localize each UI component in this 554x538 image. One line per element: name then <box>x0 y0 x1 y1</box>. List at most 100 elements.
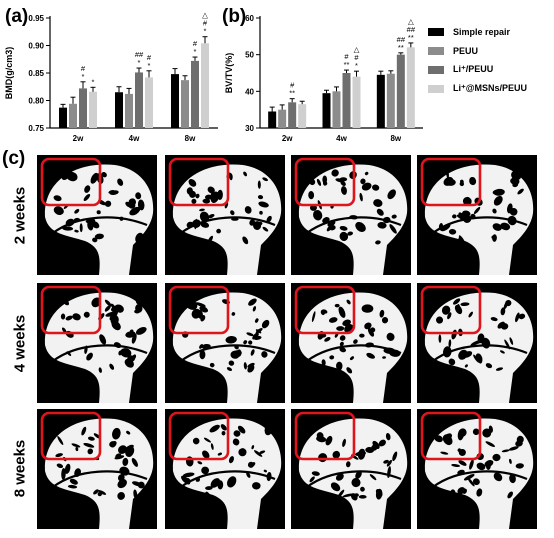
defect-region-box <box>294 285 356 335</box>
trabecular-pore <box>259 450 266 454</box>
trabecular-pore <box>255 329 262 334</box>
trabecular-pore <box>492 208 497 214</box>
trabecular-pore <box>186 300 198 310</box>
trabecular-pore <box>199 344 204 349</box>
trabecular-pore <box>469 176 477 186</box>
trabecular-pore <box>99 334 107 345</box>
significance-mark: # <box>354 53 359 62</box>
trabecular-pore <box>254 318 259 323</box>
trabecular-pore <box>226 367 233 371</box>
bone-silhouette <box>424 292 534 403</box>
micro-ct-image <box>291 409 411 529</box>
trabecular-pore <box>349 356 354 361</box>
significance-mark: * <box>138 58 141 67</box>
trabecular-pore <box>62 298 70 306</box>
bar <box>342 73 351 128</box>
legend-label: PEUU <box>453 45 479 56</box>
bar <box>135 72 143 128</box>
y-tick-label: 0.90 <box>28 42 44 51</box>
trabecular-pore <box>72 313 81 321</box>
trabecular-pore <box>345 461 351 468</box>
trabecular-pore <box>57 435 64 445</box>
trabecular-pore <box>499 350 505 354</box>
trabecular-pore <box>458 428 467 437</box>
trabecular-pore <box>87 436 95 441</box>
y-tick-label: 50 <box>245 51 254 60</box>
trabecular-pore <box>110 440 117 448</box>
trabecular-pore <box>117 479 127 489</box>
trabecular-pore <box>361 449 365 453</box>
trabecular-pore <box>131 333 137 344</box>
trabecular-pore <box>456 214 461 219</box>
legend-item: PEUU <box>428 41 527 60</box>
trabecular-pore <box>262 177 269 182</box>
trabecular-pore <box>442 490 448 496</box>
trabecular-pore <box>468 311 473 318</box>
trabecular-pore <box>482 428 492 438</box>
trabecular-pore <box>94 233 104 240</box>
trabecular-pore <box>244 206 252 214</box>
panel-label-b: (b) <box>222 6 247 27</box>
trabecular-pore <box>252 332 259 340</box>
y-tick-label: 30 <box>245 124 254 133</box>
trabecular-pore <box>448 358 456 366</box>
trabecular-pore <box>371 184 380 191</box>
trabecular-pore <box>459 181 465 187</box>
trabecular-pore <box>373 199 383 207</box>
trabecular-pore <box>83 311 90 318</box>
trabecular-pore <box>84 185 91 193</box>
row-label-4-weeks: 4 weeks <box>11 314 29 373</box>
trabecular-pore <box>205 491 211 500</box>
trabecular-pore <box>518 313 526 320</box>
trabecular-pore <box>182 472 195 478</box>
trabecular-pore <box>447 312 452 320</box>
growth-plate <box>52 470 148 488</box>
trabecular-pore <box>377 221 387 229</box>
trabecular-pore <box>361 182 372 191</box>
trabecular-pore <box>330 482 341 492</box>
trabecular-pore <box>233 350 242 357</box>
trabecular-pore <box>515 312 520 323</box>
trabecular-pore <box>472 428 480 436</box>
trabecular-pore <box>83 442 95 448</box>
trabecular-pore <box>108 189 115 194</box>
trabecular-pore <box>261 319 270 329</box>
trabecular-pore <box>69 168 73 178</box>
growth-plate <box>52 216 148 234</box>
legend-item: Li⁺/PEUU <box>428 60 527 79</box>
trabecular-pore <box>199 350 206 360</box>
bar <box>181 80 189 128</box>
trabecular-pore <box>217 480 224 490</box>
significance-mark: ## <box>407 25 416 34</box>
trabecular-pore <box>329 355 335 360</box>
legend-label: Li⁺/PEUU <box>453 64 494 74</box>
defect-region-box <box>168 157 230 207</box>
trabecular-pore <box>204 194 213 200</box>
trabecular-pore <box>195 193 200 199</box>
trabecular-pore <box>389 224 397 234</box>
trabecular-pore <box>447 237 452 246</box>
row-label-8-weeks: 8 weeks <box>11 439 29 498</box>
defect-region-box <box>168 285 230 335</box>
trabecular-pore <box>386 332 395 341</box>
trabecular-pore <box>96 210 101 215</box>
trabecular-pore <box>339 231 349 241</box>
micro-ct-image <box>37 155 157 275</box>
growth-plate <box>306 216 402 234</box>
x-tick-label: 2w <box>282 134 293 143</box>
trabecular-pore <box>360 178 366 185</box>
trabecular-pore <box>473 354 480 363</box>
trabecular-pore <box>266 215 272 223</box>
trabecular-pore <box>376 208 384 216</box>
micro-ct-image <box>37 283 157 403</box>
bar <box>69 103 77 128</box>
significance-mark: # <box>147 53 152 62</box>
trabecular-pore <box>342 493 354 498</box>
trabecular-pore <box>360 486 365 492</box>
trabecular-pore <box>264 423 273 436</box>
y-tick-label: 0.95 <box>28 14 44 23</box>
significance-mark: # <box>193 39 198 48</box>
trabecular-pore <box>231 312 236 316</box>
trabecular-pore <box>339 347 347 353</box>
trabecular-pore <box>472 478 480 486</box>
